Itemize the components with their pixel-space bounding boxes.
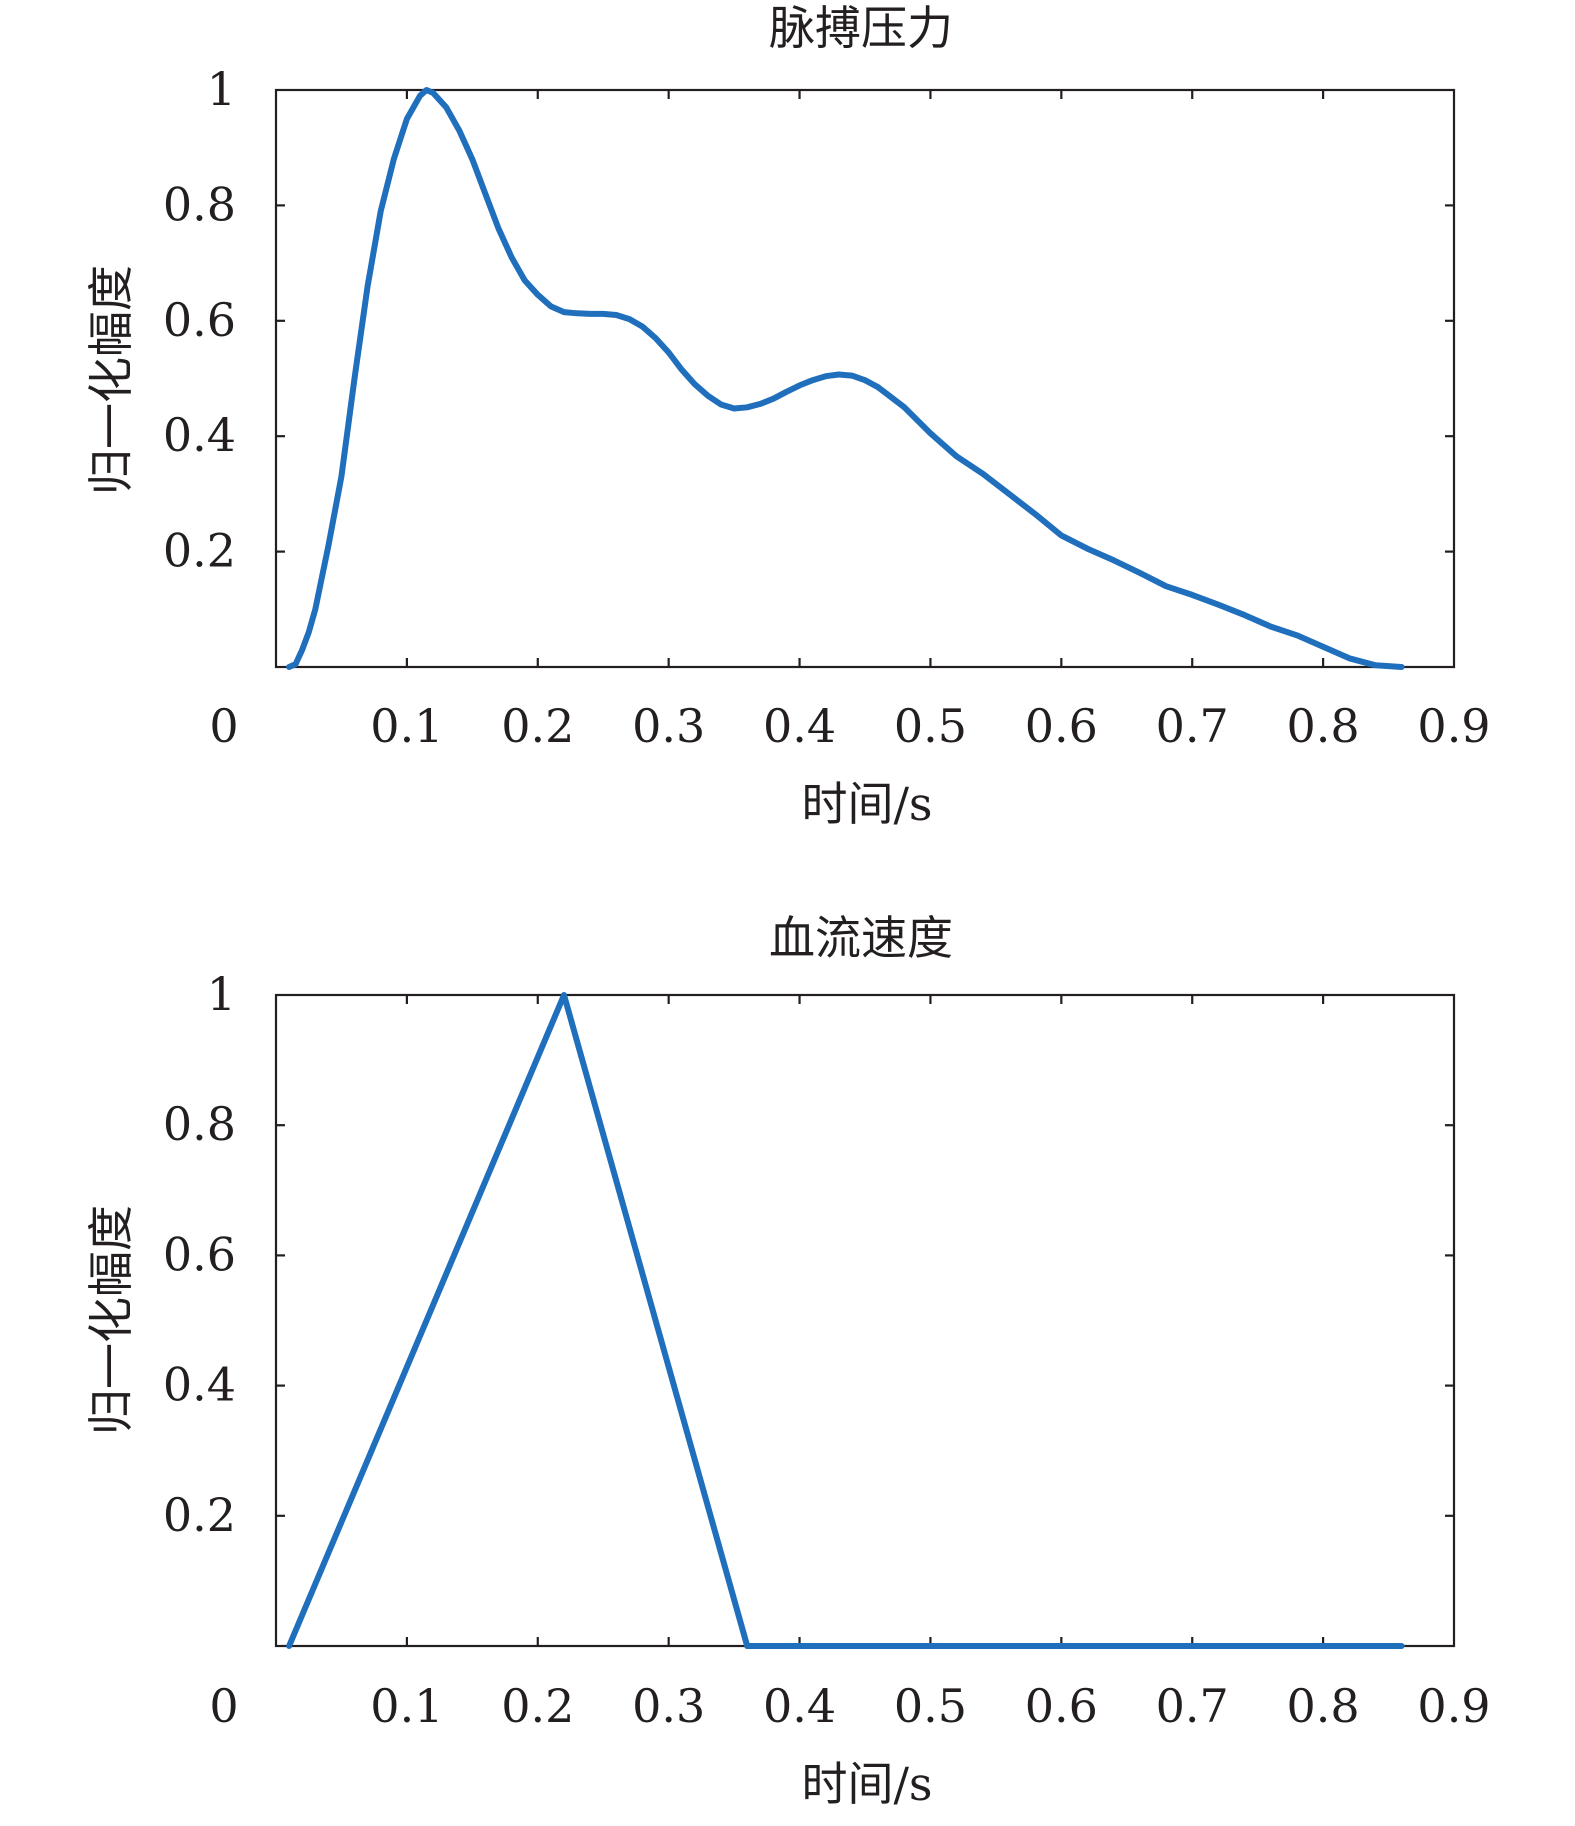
y-tick-label: 0.6 [163,293,236,347]
plot-frame [274,88,1456,669]
x-tick-label: 0.3 [632,699,705,753]
x-tick-label: 0.7 [1156,1679,1229,1733]
x-tick-label: 0.6 [1025,699,1098,753]
series-lines [286,87,1405,670]
x-tick-label: 0.7 [1156,699,1229,753]
x-tick-label: 0.2 [501,1679,574,1733]
y-tick-label: 0.4 [163,408,236,462]
x-tick-label: 0 [209,699,238,753]
x-axis-label: 时间/s [801,1757,932,1811]
pulse-pressure-panel: 脉搏压力 0 0.1 0.2 0.3 0.4 0.5 0.6 0.7 0.8 0.9 0.2 0.4… [84,1,1491,831]
x-tick-label: 0.4 [763,699,836,753]
y-tick-label: 0.8 [163,177,236,231]
x-tick-label: 0.9 [1417,1679,1490,1733]
x-tick-label: 0.2 [501,699,574,753]
series-line-0 [286,992,1405,1649]
tick-marks [276,995,1454,1646]
y-tick-labels: 0.2 0.4 0.6 0.8 1 [163,967,236,1542]
x-tick-label: 0.3 [632,1679,705,1733]
tick-marks [276,90,1454,667]
y-tick-label: 0.8 [163,1097,236,1151]
series-lines [286,992,1405,1649]
x-tick-label: 0.8 [1287,699,1360,753]
y-tick-label: 0.2 [163,524,236,578]
x-tick-label: 0.1 [370,1679,443,1733]
x-tick-label: 0.8 [1287,1679,1360,1733]
y-axis-label: 归一化幅度 [84,265,138,495]
x-tick-label: 0.9 [1417,699,1490,753]
x-tick-label: 0.5 [894,699,967,753]
x-tick-label: 0.6 [1025,1679,1098,1733]
chart-title: 脉搏压力 [769,1,953,55]
x-tick-label: 0.4 [763,1679,836,1733]
x-tick-label: 0.5 [894,1679,967,1733]
x-axis-label: 时间/s [801,777,932,831]
y-tick-label: 0.6 [163,1227,236,1281]
y-tick-label: 0.2 [163,1488,236,1542]
y-tick-labels: 0.2 0.4 0.6 0.8 1 [163,62,236,578]
y-tick-label: 0.4 [163,1358,236,1412]
x-tick-labels: 0 0.1 0.2 0.3 0.4 0.5 0.6 0.7 0.8 0.9 [209,1679,1490,1733]
x-tick-labels: 0 0.1 0.2 0.3 0.4 0.5 0.6 0.7 0.8 0.9 [209,699,1490,753]
series-line-0 [286,87,1405,670]
x-tick-label: 0.1 [370,699,443,753]
y-tick-label: 1 [207,62,236,116]
x-tick-label: 0 [209,1679,238,1733]
blood-flow-panel: 血流速度 0 0.1 0.2 0.3 0.4 0.5 0.6 0.7 0.8 0.9 0.2 0.4… [84,911,1491,1811]
y-axis-label: 归一化幅度 [84,1205,138,1435]
y-tick-label: 1 [207,967,236,1021]
chart-title: 血流速度 [769,911,953,965]
